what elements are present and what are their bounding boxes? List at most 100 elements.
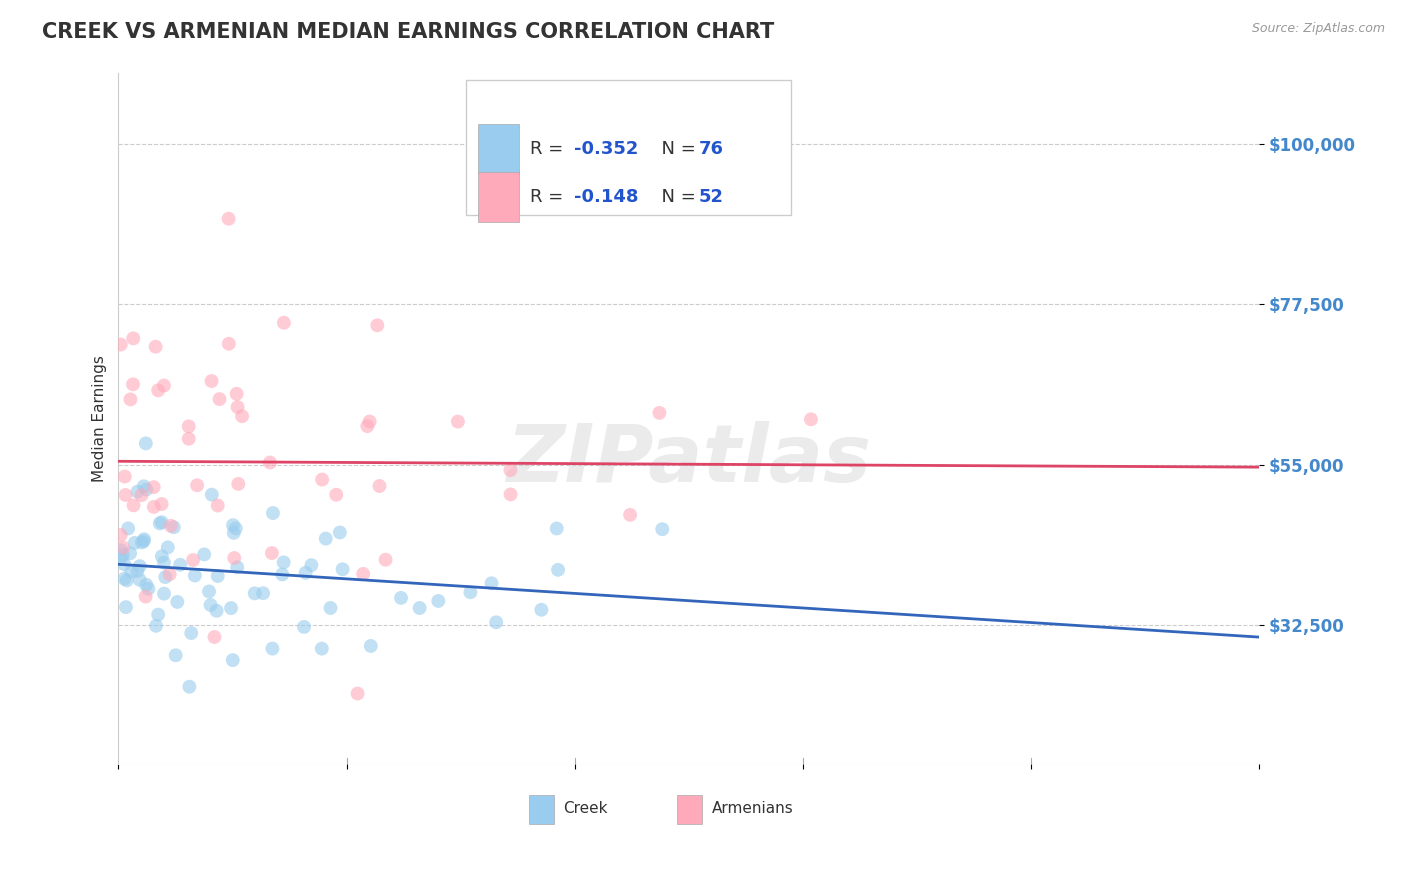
Point (177, 419, 200, 434)
Point (530, 603, 553, 617)
Point (325, 488, 347, 502)
Point (146, 607, 169, 622)
Point (222, 653, 245, 667)
Point (153, 378, 176, 392)
Text: ZIPatlas: ZIPatlas (506, 421, 872, 499)
Point (200, 374, 222, 388)
Point (207, 499, 229, 513)
Point (360, 639, 382, 653)
Point (389, 591, 412, 605)
Point (193, 548, 215, 562)
Point (201, 488, 224, 502)
Point (112, 541, 135, 555)
Point (153, 556, 176, 570)
Point (499, 463, 522, 477)
FancyBboxPatch shape (478, 172, 519, 222)
Point (208, 392, 231, 406)
Point (485, 615, 508, 630)
Point (222, 518, 245, 533)
Text: -0.352: -0.352 (574, 140, 638, 158)
Point (231, 409, 253, 424)
Text: Creek: Creek (564, 801, 607, 816)
Point (374, 552, 396, 566)
Point (224, 551, 246, 566)
Point (135, 483, 157, 497)
Point (292, 620, 315, 634)
Point (226, 400, 249, 414)
Point (205, 604, 228, 618)
Point (145, 619, 167, 633)
Text: N =: N = (650, 140, 702, 158)
Point (112, 558, 135, 572)
Point (243, 586, 266, 600)
Point (131, 488, 153, 502)
Point (150, 549, 173, 564)
Point (131, 535, 153, 549)
Point (315, 532, 337, 546)
Point (226, 476, 249, 491)
Point (115, 574, 138, 588)
Point (319, 601, 342, 615)
Point (165, 648, 187, 663)
Point (132, 534, 155, 549)
Point (177, 432, 200, 446)
Point (311, 473, 333, 487)
Point (111, 548, 134, 562)
Point (186, 478, 208, 492)
Point (651, 522, 673, 536)
Point (166, 595, 188, 609)
Point (155, 570, 177, 584)
Point (352, 566, 374, 581)
Point (110, 551, 132, 566)
Point (132, 533, 155, 547)
Text: R =: R = (530, 140, 569, 158)
Point (366, 318, 388, 333)
FancyBboxPatch shape (529, 795, 554, 824)
Point (499, 487, 522, 501)
Point (546, 521, 568, 535)
Point (800, 412, 823, 426)
Text: Armenians: Armenians (711, 801, 793, 816)
Text: Source: ZipAtlas.com: Source: ZipAtlas.com (1251, 22, 1385, 36)
Point (259, 456, 281, 470)
Point (356, 419, 378, 434)
Point (146, 384, 169, 398)
Point (332, 562, 354, 576)
Point (150, 515, 173, 529)
Point (135, 436, 157, 450)
Point (648, 406, 671, 420)
Point (252, 586, 274, 600)
Point (120, 392, 142, 407)
Y-axis label: Median Earnings: Median Earnings (93, 355, 107, 482)
Point (115, 600, 138, 615)
Point (149, 516, 172, 531)
Point (150, 497, 173, 511)
Point (128, 559, 150, 574)
Point (128, 573, 150, 587)
Point (273, 316, 295, 330)
Point (110, 528, 132, 542)
Text: CREEK VS ARMENIAN MEDIAN EARNINGS CORRELATION CHART: CREEK VS ARMENIAN MEDIAN EARNINGS CORREL… (42, 22, 775, 42)
Point (273, 555, 295, 569)
Text: 52: 52 (699, 188, 724, 206)
Point (114, 488, 136, 502)
Point (218, 336, 240, 351)
FancyBboxPatch shape (467, 80, 792, 215)
Point (262, 641, 284, 656)
Point (163, 520, 186, 534)
Point (619, 508, 641, 522)
Point (226, 560, 249, 574)
Point (117, 521, 139, 535)
Text: N =: N = (650, 188, 702, 206)
Point (142, 500, 165, 514)
Point (124, 536, 146, 550)
Point (127, 564, 149, 578)
Point (460, 585, 482, 599)
Point (481, 576, 503, 591)
Point (368, 479, 391, 493)
FancyBboxPatch shape (478, 124, 519, 174)
Point (447, 415, 470, 429)
Point (138, 582, 160, 596)
Point (262, 506, 284, 520)
Point (299, 558, 322, 573)
